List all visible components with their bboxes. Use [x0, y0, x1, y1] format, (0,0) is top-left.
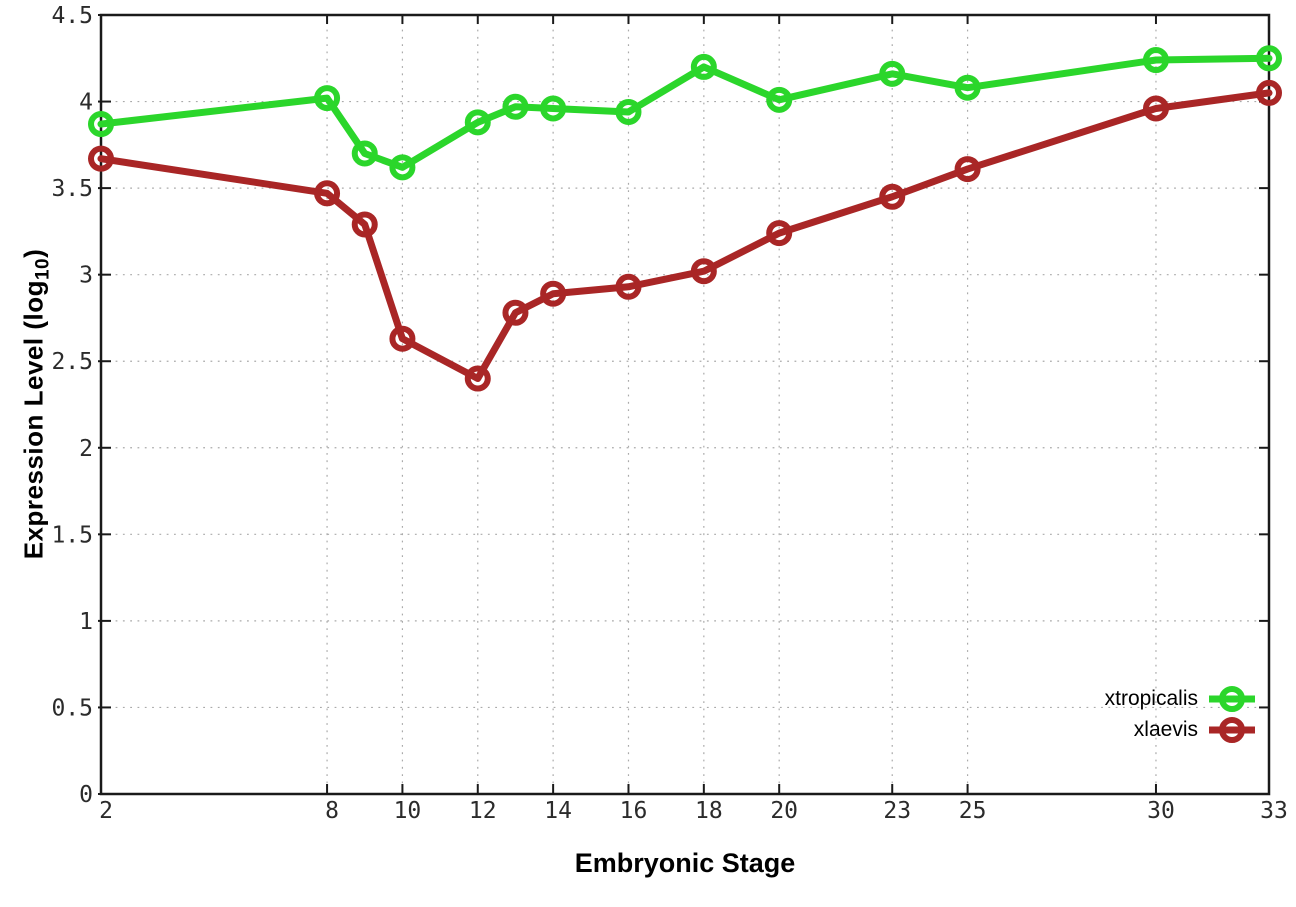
data-point-xtropicalis-stage-8 [314, 85, 341, 112]
data-point-xlaevis-stage-8 [314, 180, 341, 207]
data-point-xlaevis-stage-10 [389, 325, 416, 352]
data-point-xlaevis-stage-20 [766, 220, 793, 247]
legend-label-xlaevis: xlaevis [1133, 718, 1198, 741]
x-tick-label-14: 14 [544, 798, 572, 824]
x-tick-label-10: 10 [394, 798, 422, 824]
x-tick-label-18: 18 [695, 798, 723, 824]
y-axis-title-subscript: 10 [32, 257, 54, 281]
data-point-xtropicalis-stage-9 [351, 140, 378, 167]
y-tick-label-2.5: 2.5 [51, 349, 93, 375]
data-point-xlaevis-stage-18 [690, 258, 717, 285]
data-point-xlaevis-stage-23 [879, 183, 906, 210]
y-tick-label-4: 4 [79, 90, 93, 116]
data-point-xlaevis-stage-12 [464, 365, 491, 392]
data-point-xtropicalis-stage-18 [690, 53, 717, 80]
x-tick-label-12: 12 [469, 798, 497, 824]
y-tick-label-0: 0 [79, 782, 93, 808]
x-axis-title: Embryonic Stage [574, 848, 796, 878]
y-axis-title: Expression Level (log10) [18, 248, 54, 560]
legend-entry-xlaevis: xlaevis [1134, 716, 1256, 744]
y-tick-label-0.5: 0.5 [51, 695, 93, 721]
x-tick-label-2: 2 [99, 798, 113, 824]
y-tick-label-1.5: 1.5 [51, 522, 93, 548]
x-tick-label-23: 23 [883, 798, 911, 824]
plot-border [99, 13, 1271, 796]
y-tick-label-1: 1 [79, 609, 93, 635]
axis-ticks [98, 14, 1270, 795]
x-tick-label-20: 20 [770, 798, 798, 824]
x-tick-label-30: 30 [1147, 798, 1175, 824]
data-point-xtropicalis-stage-23 [879, 60, 906, 87]
x-tick-label-25: 25 [959, 798, 987, 824]
legend-marker-xlaevis [1209, 717, 1255, 743]
legend-marker-xtropicalis [1209, 686, 1255, 712]
data-point-xlaevis-stage-14 [540, 280, 567, 307]
data-point-xtropicalis-stage-12 [464, 109, 491, 136]
y-tick-label-4.5: 4.5 [51, 3, 93, 29]
data-point-xtropicalis-stage-25 [954, 74, 981, 101]
series-xlaevis [88, 79, 1282, 392]
x-tick-label-16: 16 [620, 798, 648, 824]
data-point-xlaevis-stage-16 [615, 273, 642, 300]
x-tick-labels: 2 8 10 12 14 16 18 20 23 25 30 33 [99, 798, 1288, 824]
legend: xtropicalis xlaevis [1105, 685, 1256, 744]
data-point-xlaevis-stage-30 [1142, 95, 1169, 122]
data-point-xtropicalis-stage-20 [766, 86, 793, 113]
data-point-xtropicalis-stage-10 [389, 154, 416, 181]
series-line-xlaevis [97, 89, 1273, 383]
series-xtropicalis [88, 45, 1282, 181]
data-point-xtropicalis-stage-14 [540, 95, 567, 122]
y-tick-label-3.5: 3.5 [51, 176, 93, 202]
legend-label-xtropicalis: xtropicalis [1104, 687, 1198, 710]
data-point-xtropicalis-stage-16 [615, 98, 642, 125]
y-tick-label-3: 3 [79, 263, 93, 289]
data-point-xtropicalis-stage-33 [1256, 45, 1282, 72]
data-point-xtropicalis-stage-2 [88, 111, 114, 138]
data-point-xlaevis-stage-2 [88, 145, 114, 172]
data-point-xlaevis-stage-9 [351, 211, 378, 238]
x-tick-label-33: 33 [1260, 798, 1288, 824]
data-point-xtropicalis-stage-30 [1142, 47, 1169, 74]
data-point-xlaevis-stage-33 [1256, 79, 1282, 106]
legend-entry-xtropicalis: xtropicalis [1105, 685, 1256, 713]
x-tick-label-8: 8 [325, 798, 339, 824]
data-point-xlaevis-stage-25 [954, 156, 981, 183]
data-point-xtropicalis-stage-13 [502, 93, 529, 120]
y-tick-label-2: 2 [79, 436, 93, 462]
y-tick-labels: 0 0.5 1 1.5 2 2.5 3 3.5 4 4.5 [51, 3, 93, 808]
data-point-xlaevis-stage-13 [502, 299, 529, 326]
series-line-xtropicalis [97, 54, 1273, 171]
